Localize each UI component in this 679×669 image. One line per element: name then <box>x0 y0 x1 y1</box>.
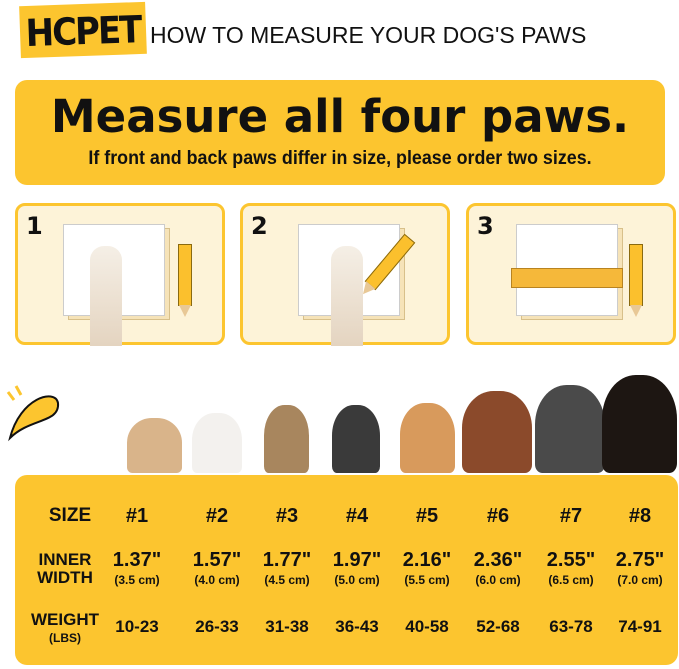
size-2-weight: 26-33 <box>195 617 239 636</box>
headline: Measure all four paws. <box>50 90 630 143</box>
size-7-size: #7 <box>559 505 583 527</box>
inner-width-row-label: INNER WIDTH <box>37 551 93 587</box>
size-5-size: #5 <box>415 505 439 527</box>
yorkie-image <box>264 405 309 473</box>
shiba-image <box>400 403 455 473</box>
size-8-inch: 2.75" <box>615 549 665 571</box>
instruction-banner: Measure all four paws. If front and back… <box>15 80 665 185</box>
dog-paw-illustration <box>331 246 363 346</box>
size-5-inch: 2.16" <box>402 549 452 571</box>
step-2-panel: 2 <box>240 203 450 346</box>
schnauzer-image <box>332 405 380 473</box>
weight-row-label: WEIGHT (LBS) <box>31 611 99 647</box>
brand-text: HCPET <box>24 8 142 56</box>
label-line: WEIGHT <box>31 610 99 629</box>
dog-breeds-row <box>0 370 679 473</box>
size-8-cm: (7.0 cm) <box>617 573 663 587</box>
husky-image <box>535 385 605 473</box>
pencil-icon <box>178 244 192 317</box>
size-6-size: #6 <box>486 505 510 527</box>
ruler-icon <box>511 268 623 288</box>
size-3-cm: (4.5 cm) <box>264 573 310 587</box>
subtext: If front and back paws differ in size, p… <box>88 148 592 169</box>
size-1-inch: 1.37" <box>112 549 162 571</box>
size-7-inch: 2.55" <box>546 549 596 571</box>
step-number: 2 <box>251 212 268 240</box>
step-3-panel: 3 <box>466 203 676 345</box>
size-row-label: SIZE <box>48 505 92 526</box>
size-1-size: #1 <box>125 505 149 527</box>
size-4-cm: (5.0 cm) <box>334 573 380 587</box>
size-4-weight: 36-43 <box>335 617 379 636</box>
size-1-cm: (3.5 cm) <box>114 573 160 587</box>
size-5-cm: (5.5 cm) <box>404 573 450 587</box>
step-number: 3 <box>477 212 494 240</box>
page-title: HOW TO MEASURE YOUR DOG'S PAWS <box>150 22 587 48</box>
size-2-size: #2 <box>205 505 229 527</box>
label-line: INNER <box>38 550 92 569</box>
size-chart-table: SIZE INNER WIDTH WEIGHT (LBS) #1 1.37" (3.… <box>15 475 678 665</box>
size-6-cm: (6.0 cm) <box>475 573 521 587</box>
size-7-cm: (6.5 cm) <box>548 573 594 587</box>
step-1-panel: 1 <box>15 203 225 346</box>
pencil-icon <box>629 244 643 317</box>
size-3-size: #3 <box>275 505 299 527</box>
size-3-weight: 31-38 <box>265 617 309 636</box>
dog-paw-illustration <box>90 246 122 346</box>
label-line: (LBS) <box>49 631 81 645</box>
size-7-weight: 63-78 <box>549 617 593 636</box>
size-2-cm: (4.0 cm) <box>194 573 240 587</box>
size-4-size: #4 <box>345 505 369 527</box>
size-2-inch: 1.57" <box>192 549 242 571</box>
size-6-inch: 2.36" <box>473 549 523 571</box>
size-1-weight: 10-23 <box>115 617 159 636</box>
chihuahua-image <box>127 418 182 473</box>
size-6-weight: 52-68 <box>476 617 520 636</box>
size-8-weight: 74-91 <box>618 617 662 636</box>
size-4-inch: 1.97" <box>332 549 382 571</box>
label-line: WIDTH <box>37 568 93 587</box>
size-3-inch: 1.77" <box>262 549 312 571</box>
brand-logo: HCPET <box>19 1 147 59</box>
size-8-size: #8 <box>628 505 652 527</box>
decorative-swoosh <box>0 378 60 448</box>
rottweiler-image <box>602 375 677 473</box>
bichon-image <box>192 413 242 473</box>
step-number: 1 <box>26 212 43 240</box>
australian-shepherd-image <box>462 391 532 473</box>
size-5-weight: 40-58 <box>405 617 449 636</box>
